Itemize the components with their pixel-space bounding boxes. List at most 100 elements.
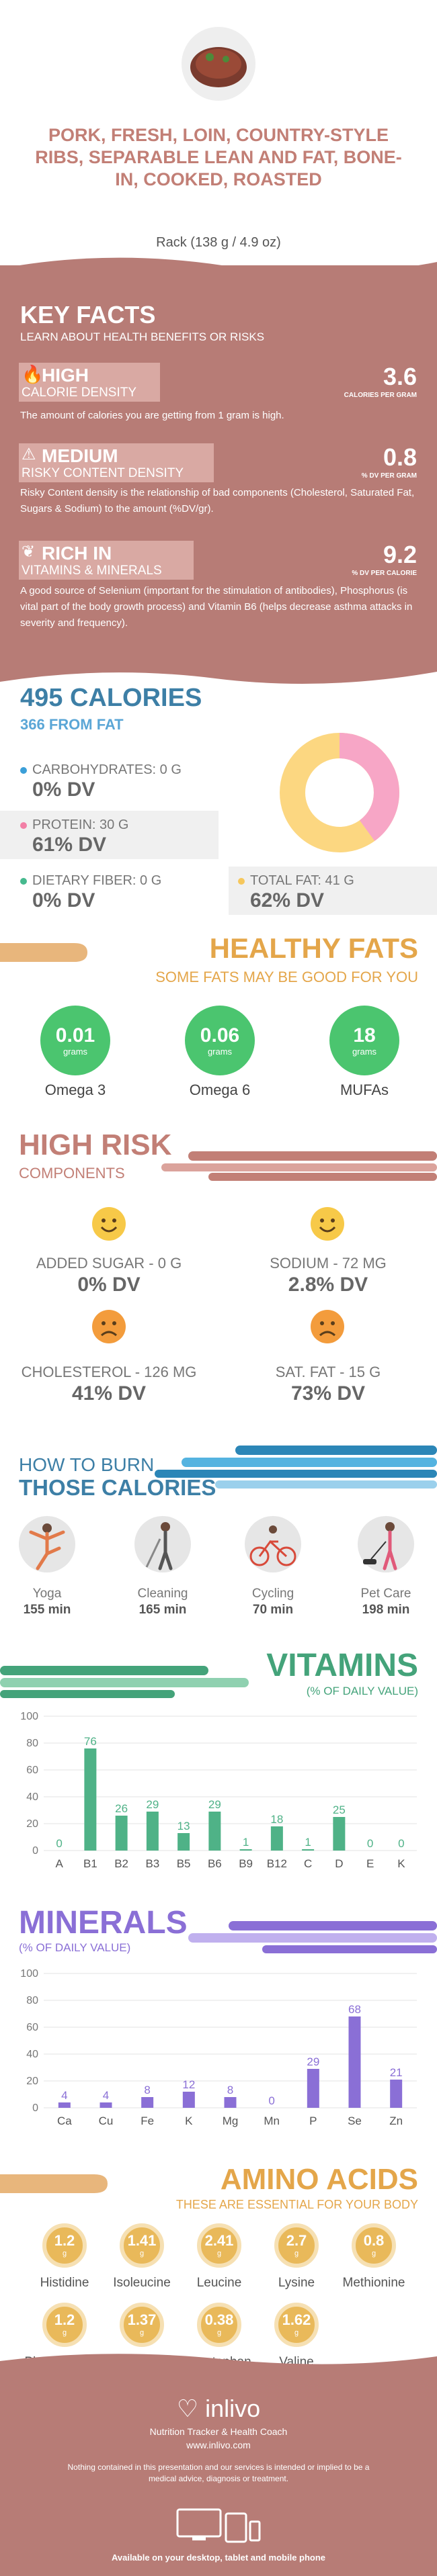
burn-title-line2: THOSE CALORIES [19,1475,216,1500]
vitamins-bar-c [302,1849,315,1851]
minerals-xtick-label: Mg [223,2115,239,2127]
total-fat-label: TOTAL FAT: 41 g [250,873,354,888]
carbohydrates-label: CARBOHYDRATES: 0 g [32,762,182,777]
minerals-bar-mg [224,2097,237,2108]
calorie-density-category: CALORIE DENSITY [22,386,137,400]
risky-content-unit: % DV PER GRAM [361,472,417,480]
fire-icon: 🔥 [22,364,44,384]
macro-total-fat: TOTAL FAT: 41 g 62% DV [229,867,437,915]
fiber-dot [20,877,27,885]
amino-name-histidine: Histidine [40,2276,89,2290]
vitamins-xtick-label: B9 [239,1857,253,1870]
calorie-density-level: HIGH [42,365,89,386]
added-sugar-dv: 0% DV [77,1274,141,1296]
macro-dietary-fiber: DIETARY FIBER: 0 g 0% DV [0,867,218,915]
amino-unit: g [62,2250,67,2258]
amino-circle-tryptophan: 0.38 g [197,2303,241,2347]
minerals-title: MINERALS [19,1905,188,1941]
carbohydrates-dv: 0% DV [32,779,95,801]
vitamins-ytick-label: 40 [26,1791,38,1803]
amino-value: 0.8 [363,2232,385,2249]
vitamins-xtick-label: A [55,1857,63,1870]
omega-6-value: 0.06 [200,1024,240,1047]
brand-name: inlivo [205,2395,261,2422]
vitamins-bar-b2 [115,1816,128,1851]
vitamins-xtick-label: B5 [177,1857,191,1870]
vitamins-xtick-label: B3 [145,1857,159,1870]
vitamins-title: VITAMINS [266,1648,418,1683]
protein-label: PROTEIN: 30 g [32,817,129,832]
risky-content-box [19,443,214,482]
macro-protein: PROTEIN: 30 g 61% DV [0,811,218,859]
key-facts-title: KEY FACTS [20,301,156,328]
minerals-bar-se [348,2016,361,2108]
minerals-ytick-label: 20 [26,2076,38,2087]
total-fat-dv: 62% DV [250,889,325,912]
minerals-data-label: 12 [182,2078,195,2091]
footer-url[interactable]: www.inlivo.com [186,2440,251,2450]
minerals-xtick-label: Se [348,2115,362,2127]
minerals-bar-p [307,2069,319,2108]
minerals-ytick-label: 100 [20,1968,38,1980]
calories-title: 495 CALORIES [20,684,202,712]
protein-dot [20,821,27,829]
serving-size: Rack (138 g / 4.9 oz) [156,235,281,250]
yoga-minutes: 155 min [23,1603,71,1617]
minerals-data-label: 68 [348,2003,361,2016]
donut-protein-segment [280,733,399,852]
amino-circle-histidine: 1.2 g [42,2223,87,2268]
vitamins-minerals-description: A good source of Selenium (important for… [20,585,413,629]
minerals-xtick-label: P [309,2115,317,2127]
mufas-value: 18 [353,1024,376,1047]
minerals-bar-zn [390,2080,403,2108]
vitamins-minerals-unit: % DV PER CALORIE [352,570,417,577]
omega-6-name: Omega 6 [189,1081,251,1098]
amino-value: 0.38 [204,2311,234,2328]
vitamins-data-label: 0 [367,1837,373,1850]
leaf-icon: ❦ [22,543,36,561]
omega-3-value: 0.01 [55,1024,95,1047]
minerals-bar-fe [141,2097,154,2108]
minerals-data-label: 21 [390,2066,403,2079]
vitamins-data-label: 26 [115,1802,128,1815]
vitamins-data-label: 76 [84,1735,97,1748]
mufas-unit: grams [352,1047,377,1057]
heart-icon: ♡ [176,2395,206,2422]
sat-fat-label: SAT. FAT - 15 g [275,1364,381,1380]
vitamins-ytick-label: 0 [32,1845,38,1857]
vitamins-bar-b1 [84,1748,97,1851]
cycling-name: Cycling [251,1587,294,1601]
amino-circle-lysine: 2.7 g [274,2223,319,2268]
cleaning-icon [134,1516,191,1572]
minerals-decoration [188,1921,437,1953]
risky-content-value: 0.8 [383,443,417,471]
footer-brand: ♡ inlivo [0,2395,437,2423]
vitamins-data-label: 18 [270,1813,283,1826]
vitamins-xtick-label: B12 [267,1857,287,1870]
cleaning-minutes: 165 min [138,1603,187,1617]
vitamins-ytick-label: 60 [26,1765,38,1776]
sad-face-icon [311,1310,344,1343]
vitamins-ytick-label: 20 [26,1818,38,1830]
high-risk-subtitle: COMPONENTS [19,1165,125,1182]
vitamins-xtick-label: K [397,1857,405,1870]
macro-donut-chart [280,733,399,852]
minerals-ytick-label: 0 [32,2102,38,2114]
fiber-label: DIETARY FIBER: 0 g [32,873,162,888]
footer-disclaimer: Nothing contained in this presentation a… [67,2462,370,2483]
vitamins-bar-b6 [208,1812,221,1851]
key-facts-bottom-wave [0,665,437,684]
key-facts-subtitle: LEARN ABOUT HEALTH BENEFITS OR RISKS [20,330,265,343]
amino-value: 2.7 [286,2232,307,2249]
minerals-xtick-label: K [185,2115,193,2127]
cholesterol-dv: 41% DV [71,1382,147,1405]
vitamins-data-label: 0 [56,1837,62,1850]
vitamins-minerals-level: RICH IN [42,543,112,564]
minerals-data-label: 8 [144,2084,150,2096]
protein-dv: 61% DV [32,834,107,856]
minerals-bar-k [182,2092,195,2108]
calories-from-fat: 366 FROM FAT [20,716,124,733]
happy-face-icon [311,1207,344,1241]
vitamins-xtick-label: D [335,1857,343,1870]
